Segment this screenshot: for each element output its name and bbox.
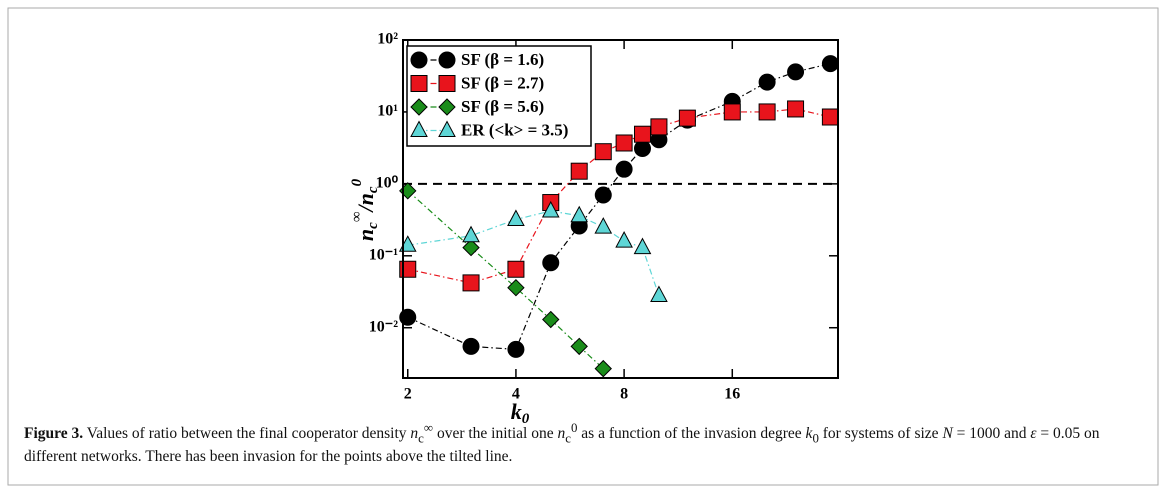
caption-text: as a function of the invasion degree: [577, 425, 806, 443]
x-tick-label: 2: [404, 386, 412, 403]
caption-math: n: [410, 425, 419, 443]
caption-sup: ∞: [423, 420, 434, 435]
marker: [723, 103, 741, 121]
marker: [462, 238, 480, 257]
y-label-n: n: [353, 193, 378, 205]
caption-label: Figure 3.: [24, 425, 84, 443]
marker: [438, 98, 456, 116]
marker: [758, 103, 776, 121]
legend-label: SF (β = 5.6): [461, 97, 544, 116]
marker: [462, 337, 480, 355]
marker: [821, 55, 839, 73]
figure-border: [7, 7, 1159, 486]
marker: [507, 209, 525, 226]
marker: [594, 359, 612, 378]
legend-label: SF (β = 2.7): [461, 73, 544, 92]
caption-math: N: [942, 425, 953, 443]
marker: [787, 63, 805, 81]
marker: [438, 75, 456, 92]
x-axis-label: k0: [511, 399, 530, 427]
plot-frame: [402, 39, 839, 379]
caption-text: = 1000 and: [952, 425, 1031, 443]
marker: [410, 120, 428, 137]
y-tick-label: 10¹: [377, 103, 398, 120]
caption-sup: 0: [570, 420, 578, 435]
marker: [633, 140, 651, 158]
marker: [615, 160, 633, 178]
marker: [462, 274, 480, 292]
caption-sub: 0: [812, 430, 819, 446]
caption-sub: c: [565, 430, 571, 446]
y-axis-label: nc∞/nc0: [349, 178, 381, 241]
marker: [507, 279, 525, 297]
y-tick-label: 10⁻¹: [369, 246, 398, 263]
marker: [633, 125, 651, 143]
marker: [594, 186, 612, 204]
legend-box: [406, 45, 592, 147]
marker: [541, 200, 560, 218]
marker: [570, 162, 588, 180]
caption-text: = 0.05 on different networks. There has …: [24, 425, 1100, 466]
marker: [594, 217, 613, 234]
marker: [570, 205, 589, 223]
caption-text: Values of ratio between the final cooper…: [83, 425, 411, 443]
marker: [410, 75, 428, 92]
y-tick-label: 10⁰: [376, 175, 399, 192]
legend-label: SF (β = 1.6): [461, 50, 544, 69]
series-line: [407, 190, 604, 370]
marker: [615, 231, 633, 248]
y-label-sup: ∞: [349, 211, 365, 222]
caption-text: for systems of size: [818, 425, 943, 443]
marker: [821, 108, 839, 126]
legend: SF (β = 1.6) SF (β = 2.7) SF (β = 5.6) ER (…: [406, 45, 592, 147]
series-line: [407, 210, 660, 296]
y-label-sub: c: [365, 222, 381, 229]
y-tick-label: 10⁻²: [369, 318, 398, 335]
legend-label: ER (<k> = 3.5): [461, 120, 568, 139]
marker: [787, 100, 805, 118]
marker: [438, 120, 456, 137]
x-tick-label: 4: [512, 386, 520, 403]
marker: [410, 51, 428, 69]
marker: [462, 225, 480, 243]
marker: [678, 109, 696, 127]
series-line: [407, 108, 831, 284]
caption-text: over the initial one: [433, 425, 558, 443]
x-tick-label: 16: [724, 386, 740, 403]
caption-math: n: [557, 425, 566, 443]
marker: [633, 237, 652, 255]
caption: Figure 3. Values of ratio between the fi…: [24, 418, 1139, 466]
marker: [594, 143, 612, 161]
y-label-n: n: [353, 229, 378, 241]
y-tick-label: 10²: [377, 31, 398, 48]
marker: [507, 340, 525, 358]
marker: [615, 134, 633, 152]
caption-math: ε: [1030, 425, 1037, 443]
y-label-sub: c: [365, 186, 381, 193]
marker: [650, 285, 668, 303]
x-label-main: k: [511, 399, 522, 424]
marker: [650, 118, 668, 136]
x-label-sub: 0: [522, 411, 530, 427]
marker: [507, 260, 525, 278]
y-label-sup: 0: [349, 178, 365, 186]
x-tick-label: 8: [620, 386, 628, 403]
marker: [438, 51, 456, 69]
marker: [570, 337, 588, 356]
caption-math: k: [805, 425, 813, 443]
marker: [410, 98, 428, 116]
caption-sub: c: [418, 430, 424, 446]
y-label-slash: /: [353, 203, 378, 213]
marker: [542, 310, 560, 329]
marker: [542, 254, 560, 272]
marker: [758, 73, 776, 91]
